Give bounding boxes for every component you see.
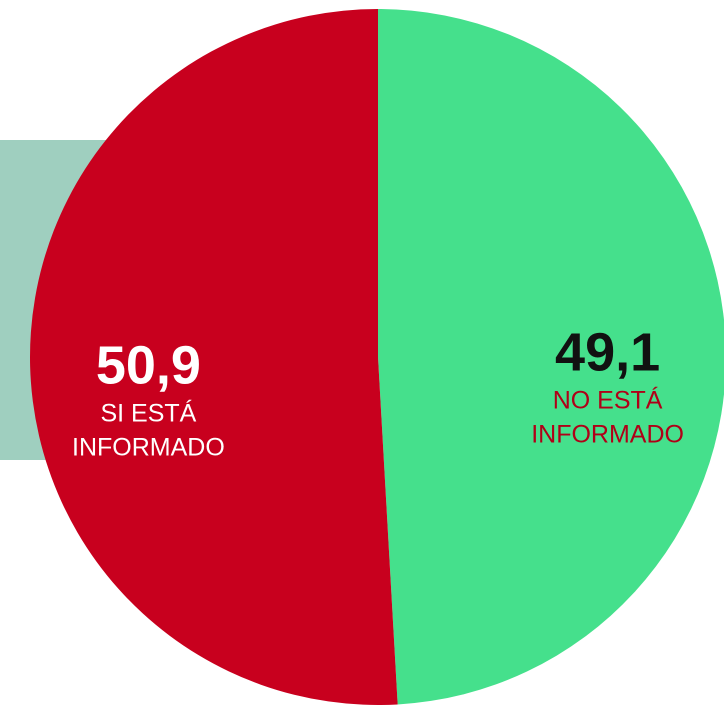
pie-slice [29, 9, 398, 705]
pie-slice [378, 9, 724, 705]
value-label: 50,9 [96, 335, 201, 395]
slice-label: SI ESTÁ INFORMADO [72, 398, 225, 461]
slice-label-line: INFORMADO [72, 433, 225, 461]
value-label: 49,1 [555, 323, 660, 383]
slice-label-line: NO ESTÁ [553, 386, 663, 415]
slice-label-line: INFORMADO [531, 421, 684, 449]
slice-label: NO ESTÁ INFORMADO [531, 386, 684, 449]
slice-label-line: SI ESTÁ [100, 398, 196, 427]
